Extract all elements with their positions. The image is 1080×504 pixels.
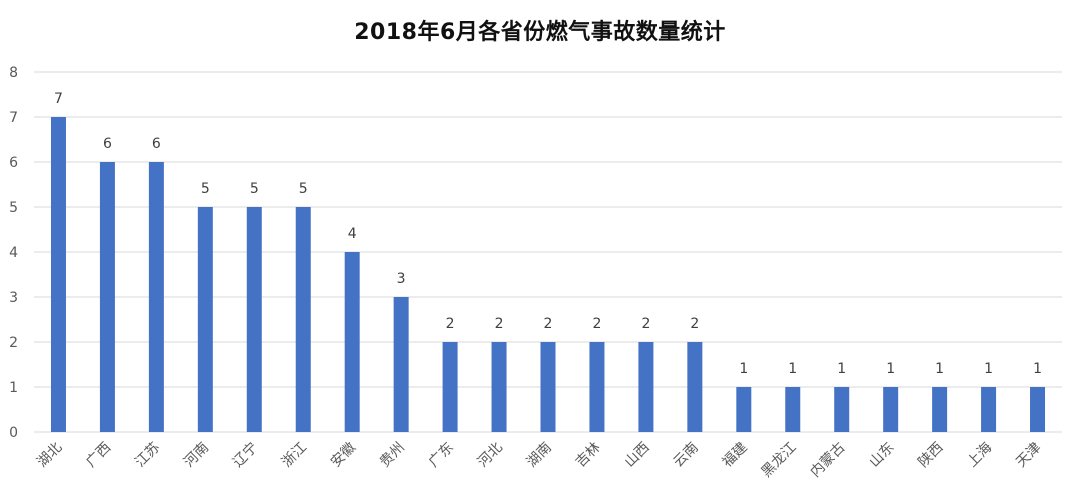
bar-data-label: 1 xyxy=(1033,361,1042,377)
y-tick-label: 0 xyxy=(9,425,18,441)
y-tick-label: 1 xyxy=(9,380,18,396)
y-tick-label: 6 xyxy=(9,155,18,171)
bar xyxy=(197,207,213,432)
y-axis-ticks: 0 1 2 3 4 5 6 7 8 xyxy=(9,65,18,441)
x-category-label: 内蒙古 xyxy=(808,440,849,481)
bar xyxy=(99,162,115,432)
y-tick-label: 7 xyxy=(9,110,18,126)
bar-data-label: 2 xyxy=(592,316,601,332)
bar xyxy=(148,162,164,432)
bar-data-label: 3 xyxy=(397,271,406,287)
x-category-label: 河南 xyxy=(181,440,212,471)
x-category-label: 广东 xyxy=(426,440,457,471)
y-tick-label: 8 xyxy=(9,65,18,81)
bar-data-label: 2 xyxy=(446,316,455,332)
x-category-label: 江苏 xyxy=(132,440,163,471)
bar-data-label: 2 xyxy=(690,316,699,332)
bar xyxy=(442,342,458,432)
bar-data-label: 2 xyxy=(641,316,650,332)
x-category-label: 广西 xyxy=(83,440,114,471)
bar-data-label: 7 xyxy=(54,91,63,107)
bar-data-label: 1 xyxy=(935,361,944,377)
bar xyxy=(736,387,752,432)
x-category-label: 吉林 xyxy=(573,440,604,471)
bar xyxy=(50,117,66,432)
data-labels: 7 6 6 5 5 5 4 3 2 2 2 2 2 2 1 1 1 1 1 1 1 xyxy=(54,91,1042,377)
bar xyxy=(981,387,997,432)
bar xyxy=(687,342,703,432)
x-category-label: 贵州 xyxy=(377,440,408,471)
x-category-label: 陕西 xyxy=(915,440,946,471)
x-category-label: 上海 xyxy=(964,440,995,471)
x-category-label: 湖北 xyxy=(34,440,65,471)
bar-data-label: 5 xyxy=(250,181,259,197)
x-category-label: 浙江 xyxy=(279,440,310,471)
bar xyxy=(932,387,948,432)
bar-data-label: 6 xyxy=(152,136,161,152)
x-category-label: 山西 xyxy=(622,440,653,471)
bar xyxy=(638,342,654,432)
bar xyxy=(589,342,605,432)
x-category-label: 湖南 xyxy=(524,440,555,471)
bar-data-label: 1 xyxy=(886,361,895,377)
bar xyxy=(295,207,311,432)
bar-data-label: 1 xyxy=(739,361,748,377)
bar-data-label: 5 xyxy=(299,181,308,197)
y-tick-label: 4 xyxy=(9,245,18,261)
x-category-label: 云南 xyxy=(671,440,702,471)
bar xyxy=(1030,387,1046,432)
bar-data-label: 5 xyxy=(201,181,210,197)
bar-data-label: 1 xyxy=(788,361,797,377)
bar xyxy=(785,387,801,432)
bar xyxy=(540,342,556,432)
bar-data-label: 2 xyxy=(495,316,504,332)
x-category-label: 天津 xyxy=(1013,440,1044,471)
chart-title: 2018年6月各省份燃气事故数量统计 xyxy=(354,20,726,45)
bars xyxy=(50,117,1046,432)
bar xyxy=(491,342,507,432)
x-category-label: 黑龙江 xyxy=(759,440,800,481)
bar-data-label: 6 xyxy=(103,136,112,152)
bar-data-label: 1 xyxy=(837,361,846,377)
x-category-label: 福建 xyxy=(720,440,751,471)
bar-data-label: 1 xyxy=(984,361,993,377)
bar xyxy=(246,207,262,432)
bar xyxy=(344,252,360,432)
bar-data-label: 4 xyxy=(348,226,357,242)
x-category-label: 山东 xyxy=(866,440,897,471)
bar xyxy=(393,297,409,432)
y-tick-label: 5 xyxy=(9,200,18,216)
x-category-label: 河北 xyxy=(475,440,506,471)
bar-data-label: 2 xyxy=(544,316,553,332)
x-category-label: 安徽 xyxy=(328,440,359,471)
bar xyxy=(883,387,899,432)
y-tick-label: 2 xyxy=(9,335,18,351)
y-tick-label: 3 xyxy=(9,290,18,306)
x-axis-categories: 湖北 广西 江苏 河南 辽宁 浙江 安徽 贵州 广东 河北 湖南 吉林 山西 云南 福建 黑龙江 内蒙古 山东 陕西… xyxy=(34,439,1044,481)
bar xyxy=(834,387,850,432)
x-category-label: 辽宁 xyxy=(229,439,261,471)
